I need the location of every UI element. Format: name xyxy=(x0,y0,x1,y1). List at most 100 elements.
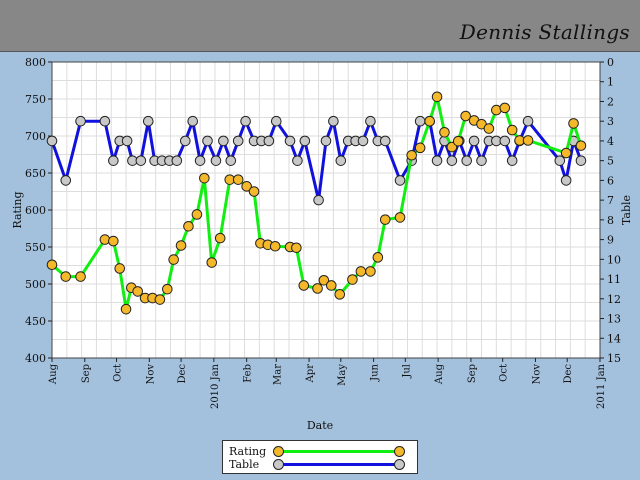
y2-tick-label: 15 xyxy=(607,352,621,365)
data-point-table xyxy=(179,135,191,147)
x-tick-label: Nov xyxy=(531,364,542,385)
data-point-rating xyxy=(175,240,187,251)
data-point-rating xyxy=(365,266,376,277)
x-tick-label: 2011 Jan xyxy=(596,363,607,409)
x-tick-label: May xyxy=(337,364,348,386)
data-point-rating xyxy=(199,172,210,184)
data-point-table xyxy=(506,155,518,166)
data-point-table xyxy=(121,135,133,147)
data-point-table xyxy=(270,115,282,127)
data-point-rating xyxy=(291,242,302,254)
data-point-rating xyxy=(575,140,587,151)
data-point-rating xyxy=(334,289,346,300)
legend-marker-rating xyxy=(394,446,405,457)
y2-axis-title: Table xyxy=(620,195,633,225)
data-point-table xyxy=(240,115,251,127)
y2-tick-label: 7 xyxy=(607,194,614,207)
data-point-table xyxy=(75,115,86,127)
y-axis-title: Rating xyxy=(11,191,24,228)
data-point-rating xyxy=(372,252,384,263)
data-point-rating xyxy=(108,235,119,247)
data-point-rating xyxy=(460,110,471,122)
data-point-table xyxy=(446,155,458,166)
data-point-rating xyxy=(60,271,72,282)
data-point-table xyxy=(365,115,376,127)
data-point-rating xyxy=(347,274,358,285)
player-name: Dennis Stallings xyxy=(459,20,630,44)
x-tick-label: Nov xyxy=(145,364,156,385)
data-point-table xyxy=(522,115,534,127)
data-point-table xyxy=(218,135,229,147)
x-tick-label: Mar xyxy=(272,364,283,385)
y-tick-label: 450 xyxy=(25,315,46,328)
data-point-table xyxy=(554,155,566,166)
legend-swatch-rating xyxy=(273,444,405,458)
data-point-table xyxy=(468,135,480,147)
y-tick-label: 650 xyxy=(25,167,46,180)
y2-tick-label: 14 xyxy=(607,332,621,345)
x-axis-title: Date xyxy=(307,419,333,432)
data-point-table xyxy=(46,135,58,147)
y2-tick-label: 4 xyxy=(607,135,614,148)
data-point-table xyxy=(476,155,487,166)
data-point-table xyxy=(99,115,111,127)
data-point-rating xyxy=(355,266,367,277)
data-point-table xyxy=(575,155,587,166)
data-point-rating xyxy=(414,142,426,154)
data-point-rating xyxy=(191,209,203,220)
data-point-rating xyxy=(325,280,337,291)
data-point-rating xyxy=(132,286,143,297)
data-point-table xyxy=(187,115,199,127)
y2-tick-label: 11 xyxy=(607,273,621,286)
legend-label-rating: Rating xyxy=(229,444,267,458)
y2-tick-label: 10 xyxy=(607,253,621,266)
legend-marker-rating xyxy=(273,446,284,457)
data-point-rating xyxy=(568,118,579,129)
data-point-table xyxy=(135,155,147,166)
x-tick-label: Dec xyxy=(563,364,574,384)
data-point-rating xyxy=(318,275,330,286)
data-point-table xyxy=(461,155,473,166)
data-point-table xyxy=(320,135,332,147)
data-point-rating xyxy=(214,232,226,244)
data-point-rating xyxy=(312,283,323,294)
data-point-table xyxy=(142,115,154,127)
data-point-table xyxy=(232,135,244,147)
legend: Rating Table xyxy=(222,440,418,474)
data-point-rating xyxy=(483,123,495,134)
y2-tick-label: 0 xyxy=(607,56,614,69)
y-tick-label: 700 xyxy=(25,130,46,143)
x-tick-label: Jun xyxy=(370,363,381,381)
data-point-table xyxy=(284,135,296,147)
legend-marker-table xyxy=(394,459,405,470)
data-point-rating xyxy=(406,149,417,161)
legend-label-table: Table xyxy=(229,457,260,471)
data-point-rating xyxy=(114,263,126,274)
data-point-rating xyxy=(99,234,111,245)
y2-tick-label: 2 xyxy=(607,95,614,108)
legend-swatch-table xyxy=(273,457,405,471)
x-tick-label: Sep xyxy=(81,364,92,383)
data-point-table xyxy=(299,135,311,147)
y2-tick-label: 6 xyxy=(607,174,614,187)
x-tick-label: Aug xyxy=(48,363,59,385)
y2-tick-label: 12 xyxy=(607,293,621,306)
data-point-rating xyxy=(439,127,450,138)
data-point-rating xyxy=(431,91,443,103)
data-point-rating xyxy=(298,280,310,291)
data-point-rating xyxy=(269,240,281,252)
data-point-rating xyxy=(506,124,518,136)
data-point-table xyxy=(108,155,119,166)
data-point-rating xyxy=(162,283,173,295)
data-point-rating xyxy=(154,294,166,305)
x-tick-label: Feb xyxy=(243,364,254,383)
y-tick-label: 500 xyxy=(25,278,46,291)
data-point-rating xyxy=(499,102,511,114)
data-point-table xyxy=(379,135,391,147)
data-point-rating xyxy=(232,174,244,185)
x-tick-label: Sep xyxy=(467,364,478,383)
data-point-rating xyxy=(560,147,572,159)
x-tick-label: Dec xyxy=(177,364,188,384)
data-point-rating xyxy=(452,135,464,147)
legend-item-table: Table xyxy=(229,457,405,471)
